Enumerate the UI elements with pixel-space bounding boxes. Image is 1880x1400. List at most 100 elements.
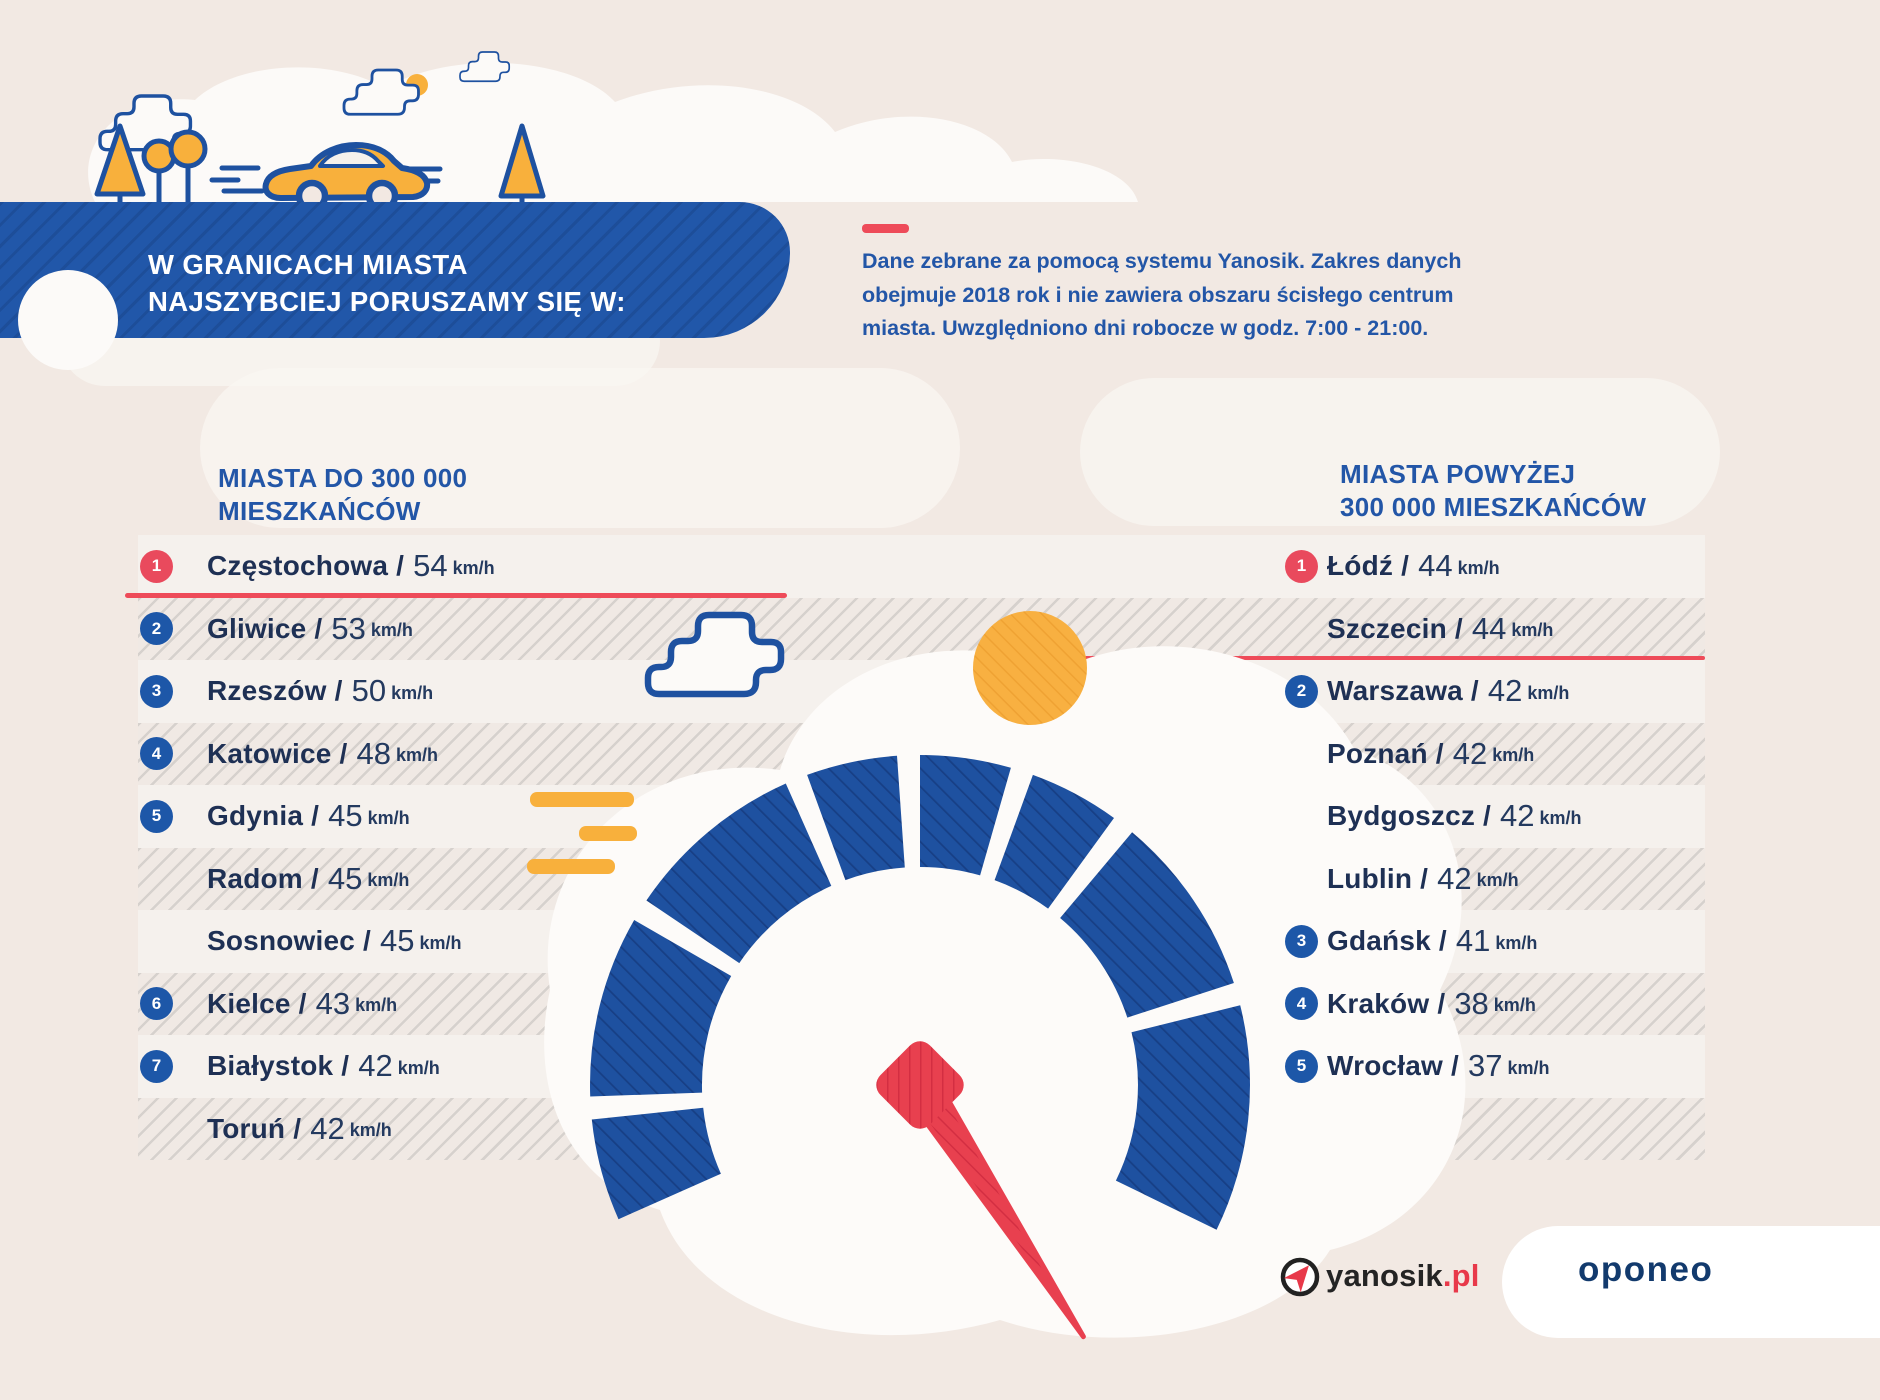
rank-badge: 1	[140, 549, 173, 583]
round-tree-icon	[168, 129, 208, 204]
list-item: 7 Białystok /42 km/h	[140, 1035, 440, 1098]
list-item: 2 Warszawa /42 km/h	[1285, 660, 1569, 723]
city-name: Łódź /	[1327, 550, 1410, 582]
speed-unit: km/h	[419, 932, 462, 953]
speed-value: 48	[356, 735, 391, 771]
speed-value: 43	[315, 985, 351, 1021]
rank-badge: 3	[1285, 924, 1318, 958]
list-item: 3 Gdańsk /41 km/h	[1285, 910, 1537, 973]
speed-value: 41	[1455, 923, 1491, 959]
speed-value: 54	[413, 548, 448, 584]
speed-value: 42	[1487, 673, 1523, 709]
speed-value: 42	[1500, 798, 1535, 834]
speedometer-scene	[527, 611, 1466, 1340]
title-blob	[0, 202, 790, 338]
list-item: 5 Wrocław /37 km/h	[1285, 1035, 1549, 1098]
yanosik-logo-text: yanosik.pl	[1326, 1258, 1480, 1293]
speed-bars-icon	[527, 792, 637, 874]
rank-badge: 4	[1285, 987, 1318, 1021]
speed-unit: km/h	[391, 682, 434, 703]
city-name: Rzeszów /	[207, 675, 343, 707]
speed-unit: km/h	[1476, 870, 1519, 891]
city-name: Kielce /	[207, 987, 307, 1019]
list-item: Szczecin /44 km/h	[1285, 598, 1553, 661]
rank-badge: 6	[140, 987, 173, 1021]
rank-badge: 5	[140, 799, 173, 833]
list-item: 6 Kielce /43 km/h	[140, 973, 397, 1036]
gauge-needle	[876, 1041, 1086, 1340]
list-item: 4 Katowice /48 km/h	[140, 723, 438, 786]
speed-unit: km/h	[1527, 682, 1570, 703]
list-item: Sosnowiec /45 km/h	[140, 910, 462, 973]
rank-badge: 7	[140, 1049, 173, 1083]
speed-value: 42	[358, 1048, 393, 1084]
background-cloud	[200, 368, 960, 528]
city-name: Wrocław /	[1327, 1050, 1459, 1082]
list-item: 5 Gdynia /45 km/h	[140, 785, 410, 848]
sun-icon	[973, 611, 1087, 725]
note-dash	[862, 224, 909, 233]
rank-badge: 4	[140, 737, 173, 771]
speed-value: 45	[380, 923, 415, 959]
speed-value: 50	[351, 673, 387, 709]
list-item: 4 Kraków /38 km/h	[1285, 973, 1536, 1036]
cloud-outline-icon	[648, 615, 781, 694]
speed-unit: km/h	[367, 870, 410, 891]
rank1-divider-right	[1010, 656, 1705, 660]
yanosik-logo-icon	[1280, 1257, 1320, 1297]
city-name: Kraków /	[1327, 987, 1446, 1019]
list-item: Poznań /42 km/h	[1285, 723, 1534, 786]
top-scene	[88, 51, 1138, 213]
speed-value: 37	[1467, 1048, 1503, 1084]
rank-badge: 2	[1285, 674, 1318, 708]
speed-value: 53	[331, 610, 366, 646]
city-name: Warszawa /	[1327, 675, 1479, 707]
speed-unit: km/h	[367, 807, 410, 828]
list-item: 1 Częstochowa /54 km/h	[140, 535, 495, 598]
speed-unit: km/h	[452, 557, 495, 578]
list-item: 3 Rzeszów /50 km/h	[140, 660, 433, 723]
ranking-band	[138, 535, 1705, 598]
speed-unit: km/h	[1539, 807, 1582, 828]
speed-unit: km/h	[1457, 557, 1500, 578]
page-title: W GRANICACH MIASTA NAJSZYBCIEJ PORUSZAMY …	[148, 249, 626, 317]
speed-value: 42	[1437, 860, 1472, 896]
city-name: Białystok /	[207, 1050, 350, 1082]
car-icon	[262, 142, 431, 213]
list-item: Lublin /42 km/h	[1285, 848, 1519, 911]
list-item: 1 Łódź /44 km/h	[1285, 535, 1500, 598]
gauge-arc	[589, 755, 1251, 1230]
rank-badge: 5	[1285, 1049, 1318, 1083]
speed-unit: km/h	[397, 1057, 440, 1078]
city-name: Radom /	[207, 862, 319, 894]
speed-unit: km/h	[1511, 620, 1554, 641]
speed-value: 42	[1452, 735, 1488, 771]
city-name: Gliwice /	[207, 612, 323, 644]
speed-unit: km/h	[370, 620, 413, 641]
list-item: Bydgoszcz /42 km/h	[1285, 785, 1582, 848]
column-header-large-cities: MIASTA POWYŻEJ 300 000 MIESZKAŃCÓW	[1340, 459, 1647, 522]
speed-value: 42	[310, 1110, 345, 1146]
column-header-small-cities: MIASTA DO 300 000 MIESZKAŃCÓW	[218, 463, 468, 526]
rank-badge: 1	[1285, 549, 1318, 583]
city-name: Szczecin /	[1327, 612, 1463, 644]
speed-unit: km/h	[349, 1120, 392, 1141]
city-name: Toruń /	[207, 1112, 302, 1144]
speed-unit: km/h	[1507, 1057, 1550, 1078]
oponeo-blob	[1502, 1226, 1880, 1338]
speed-unit: km/h	[1495, 932, 1538, 953]
city-name: Lublin /	[1327, 862, 1429, 894]
speed-unit: km/h	[355, 995, 398, 1016]
title-blob-notch	[18, 270, 118, 370]
data-source-note: Dane zebrane za pomocą systemu Yanosik. …	[862, 249, 1462, 340]
rank1-divider-left	[125, 593, 787, 598]
city-name: Częstochowa /	[207, 550, 405, 582]
speed-unit: km/h	[1493, 995, 1536, 1016]
city-name: Sosnowiec /	[207, 925, 372, 957]
speed-unit: km/h	[395, 745, 438, 766]
background-cloud	[1080, 378, 1720, 526]
ranking-band	[138, 597, 1705, 660]
speed-value: 38	[1454, 985, 1489, 1021]
